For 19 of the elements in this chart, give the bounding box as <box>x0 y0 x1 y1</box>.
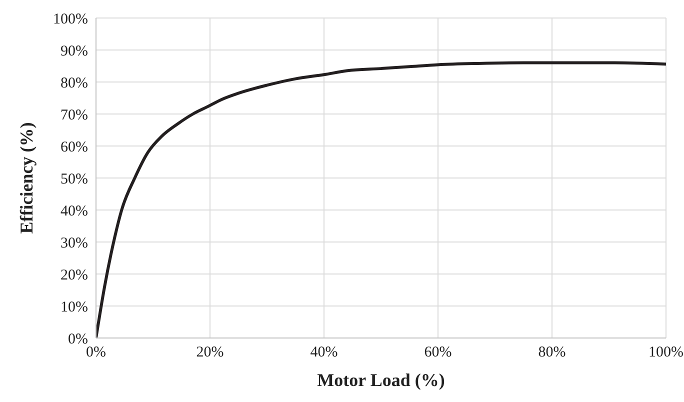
y-tick-label: 70% <box>60 107 88 124</box>
x-axis-title: Motor Load (%) <box>317 370 445 390</box>
y-tick-label: 0% <box>68 331 88 348</box>
y-tick-label: 90% <box>60 43 88 60</box>
x-tick-label: 0% <box>86 344 106 361</box>
x-tick-label: 100% <box>648 344 684 361</box>
y-tick-label: 10% <box>60 299 88 316</box>
x-tick-label: 60% <box>424 344 452 361</box>
x-tick-label: 20% <box>196 344 224 361</box>
y-tick-label: 30% <box>60 235 88 252</box>
y-tick-label: 100% <box>53 11 88 28</box>
x-tick-label: 40% <box>310 344 338 361</box>
y-tick-label: 40% <box>60 203 88 220</box>
y-tick-label: 80% <box>60 75 88 92</box>
y-tick-label: 20% <box>60 267 88 284</box>
y-axis-title: Efficiency (%) <box>16 122 36 234</box>
y-tick-label: 60% <box>60 139 88 156</box>
x-tick-label: 80% <box>538 344 566 361</box>
y-tick-label: 50% <box>60 171 88 188</box>
